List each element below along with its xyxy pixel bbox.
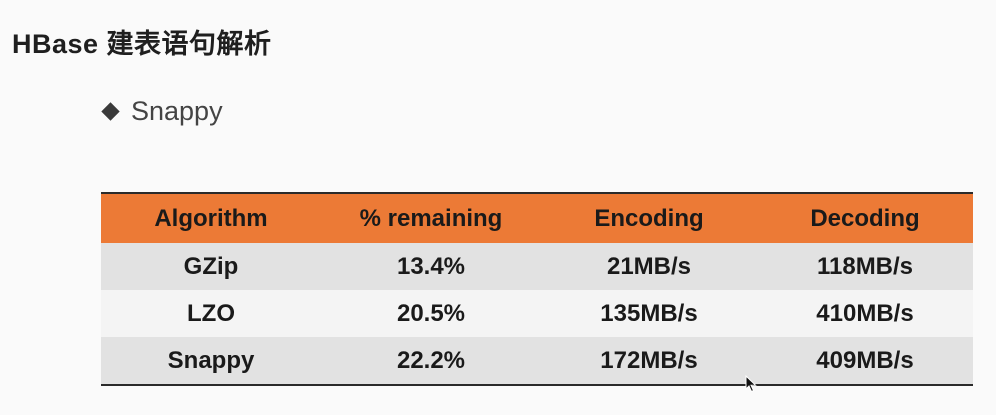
bullet-label: Snappy bbox=[131, 96, 223, 126]
cell-decoding: 410MB/s bbox=[816, 299, 914, 327]
cell-decoding: 118MB/s bbox=[816, 252, 914, 280]
mouse-pointer-icon bbox=[745, 375, 757, 393]
slide-title: HBase 建表语句解析 bbox=[12, 29, 272, 59]
cell-algorithm: GZip bbox=[183, 252, 239, 280]
bullet-item: Snappy bbox=[100, 96, 223, 127]
header-decoding: Decoding bbox=[810, 204, 920, 232]
cell-encoding: 135MB/s bbox=[600, 299, 698, 327]
cell-remaining: 22.2% bbox=[396, 346, 466, 374]
cell-remaining: 13.4% bbox=[396, 252, 466, 280]
cell-encoding: 172MB/s bbox=[600, 346, 698, 374]
table-row: Snappy 22.2% 172MB/s 409MB/s bbox=[101, 337, 973, 385]
table-header-row: Algorithm % remaining Encoding Decoding bbox=[101, 193, 973, 243]
diamond-bullet-icon bbox=[101, 102, 120, 121]
table-row: GZip 13.4% 21MB/s 118MB/s bbox=[101, 243, 973, 290]
cell-algorithm: LZO bbox=[187, 299, 235, 327]
header-encoding: Encoding bbox=[594, 204, 704, 232]
cell-algorithm: Snappy bbox=[167, 346, 255, 374]
cell-remaining: 20.5% bbox=[396, 299, 466, 327]
cell-encoding: 21MB/s bbox=[606, 252, 692, 280]
table-row: LZO 20.5% 135MB/s 410MB/s bbox=[101, 290, 973, 337]
header-algorithm: Algorithm bbox=[154, 204, 268, 232]
cell-decoding: 409MB/s bbox=[816, 346, 914, 374]
header-remaining: % remaining bbox=[359, 204, 503, 232]
compression-comparison-table: Algorithm % remaining Encoding Decoding … bbox=[101, 192, 973, 386]
